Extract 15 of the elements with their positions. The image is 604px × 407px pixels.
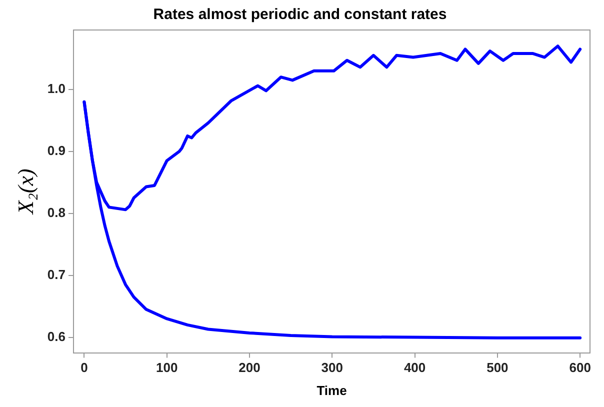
chart-title: Rates almost periodic and constant rates: [153, 6, 447, 24]
y-tick-label: 0.7: [47, 266, 66, 282]
y-tick-label: 0.9: [47, 143, 66, 158]
y-tick-label: 0.8: [47, 204, 66, 220]
x-tick-label: 0: [80, 360, 88, 376]
x-tick-label: 100: [156, 360, 178, 376]
x-axis-title: Time: [316, 382, 347, 398]
y-axis-title: X₂(x): [12, 168, 38, 216]
x-tick-label: 400: [404, 360, 426, 376]
x-tick-label: 300: [321, 360, 343, 376]
x-tick-label: 600: [569, 360, 591, 376]
y-tick-label: 1.0: [47, 81, 66, 96]
y-tick-label: 0.6: [47, 328, 66, 344]
x-tick-label: 200: [238, 360, 260, 376]
x-tick-label: 500: [486, 360, 508, 376]
